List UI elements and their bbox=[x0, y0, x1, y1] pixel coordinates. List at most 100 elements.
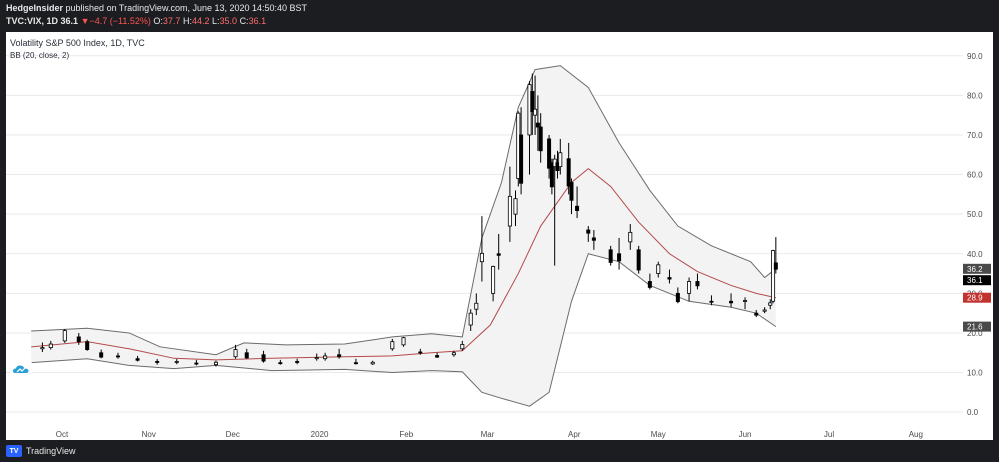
candle bbox=[608, 245, 613, 266]
candle bbox=[194, 359, 199, 366]
candle bbox=[695, 273, 700, 290]
tradingview-logo-icon: TV bbox=[6, 445, 22, 457]
time-scale-svg: Oct Nov Dec 2020 Feb Mar Apr May Jun Jul Aug bbox=[56, 430, 923, 439]
time-tick-label: Mar bbox=[481, 430, 495, 439]
candle bbox=[773, 237, 778, 274]
candle-body bbox=[85, 341, 90, 350]
candle-body bbox=[695, 281, 700, 287]
tradingview-cloud-icon bbox=[10, 360, 32, 378]
open-value: 37.7 bbox=[162, 16, 181, 26]
last-price: 36.1 bbox=[60, 16, 79, 26]
candle bbox=[390, 338, 395, 351]
bollinger-basis-line bbox=[31, 167, 776, 361]
price-tag-box bbox=[963, 321, 991, 332]
candle bbox=[709, 295, 714, 306]
time-tick-label: Jul bbox=[824, 430, 834, 439]
candle bbox=[474, 293, 479, 316]
candle bbox=[418, 348, 423, 355]
candle-body bbox=[353, 362, 358, 365]
chart-legend-title: Volatility S&P 500 Index, 1D, TVC bbox=[10, 38, 145, 48]
candle-body bbox=[314, 357, 319, 360]
candle bbox=[762, 307, 767, 314]
candle-body bbox=[233, 349, 238, 358]
price-tag-label: 36.1 bbox=[967, 276, 983, 285]
tradingview-brand[interactable]: TV TradingView bbox=[6, 444, 76, 458]
candle-body bbox=[401, 337, 406, 346]
candle bbox=[174, 359, 179, 365]
candle-body bbox=[213, 361, 218, 366]
time-tick-label: Jun bbox=[739, 430, 752, 439]
candle bbox=[547, 134, 552, 179]
candle bbox=[566, 142, 571, 195]
time-tick-label: May bbox=[651, 430, 666, 439]
price-tick-label: 20.0 bbox=[967, 329, 983, 338]
candle-body bbox=[773, 262, 778, 270]
bollinger-band-fill bbox=[31, 65, 776, 407]
candle bbox=[675, 287, 680, 304]
candle-body bbox=[586, 229, 591, 234]
candle-body bbox=[278, 362, 283, 365]
price-tag: 28.9 bbox=[963, 292, 991, 303]
price-scale[interactable]: 0.010.020.030.040.050.060.070.080.090.03… bbox=[963, 32, 993, 428]
time-tick-label: Apr bbox=[568, 430, 581, 439]
candle bbox=[768, 299, 773, 310]
candle-body bbox=[754, 312, 759, 316]
high-value: 44.2 bbox=[191, 16, 210, 26]
candle-body bbox=[474, 302, 479, 310]
price-tick-label: 70.0 bbox=[967, 131, 983, 140]
candle bbox=[451, 350, 456, 357]
candle-body bbox=[538, 126, 543, 152]
candle bbox=[491, 265, 496, 302]
candle-body bbox=[771, 250, 776, 302]
candle bbox=[48, 340, 53, 350]
chart-pane[interactable]: Volatility S&P 500 Index, 1D, TVC BB (20… bbox=[6, 32, 969, 428]
time-scale[interactable]: Oct Nov Dec 2020 Feb Mar Apr May Jun Jul Aug bbox=[6, 428, 993, 440]
candle-body bbox=[636, 249, 641, 271]
candle bbox=[370, 360, 375, 366]
candle-body bbox=[675, 292, 680, 303]
candle bbox=[743, 297, 748, 310]
price-tag: 36.2 bbox=[963, 263, 991, 274]
candle-body bbox=[261, 354, 266, 362]
candle bbox=[549, 158, 554, 195]
candle bbox=[99, 349, 104, 359]
candle-body bbox=[667, 277, 672, 280]
price-tag: 36.1 bbox=[963, 275, 991, 286]
candle bbox=[628, 224, 633, 250]
candle-body bbox=[729, 300, 734, 304]
candle-body bbox=[507, 195, 512, 227]
candle bbox=[530, 73, 535, 135]
candle-body bbox=[762, 309, 767, 312]
candle-body bbox=[62, 330, 67, 342]
candle-body bbox=[174, 361, 179, 363]
price-tag-box bbox=[963, 263, 991, 274]
candle bbox=[507, 166, 512, 242]
price-tick-label: 0.0 bbox=[967, 408, 979, 417]
candle bbox=[535, 95, 540, 151]
candle-body bbox=[451, 352, 456, 356]
candle-body bbox=[390, 341, 395, 350]
candle-body bbox=[549, 162, 554, 188]
candle bbox=[213, 360, 218, 367]
bollinger-legend[interactable]: BB (20, close, 2) bbox=[10, 51, 70, 60]
candle-body bbox=[370, 361, 375, 365]
close-value: 36.1 bbox=[248, 16, 267, 26]
time-tick-label: Oct bbox=[56, 430, 69, 439]
candle bbox=[575, 186, 580, 219]
symbol-label[interactable]: TVC:VIX, 1D bbox=[6, 16, 59, 26]
price-tag-label: 21.6 bbox=[967, 323, 983, 332]
candle-body bbox=[435, 355, 440, 358]
price-tick-label: 90.0 bbox=[967, 52, 983, 61]
publisher-name[interactable]: HedgeInsider bbox=[6, 3, 64, 13]
candle bbox=[636, 245, 641, 274]
price-tick-label: 60.0 bbox=[967, 171, 983, 180]
quote-line: TVC:VIX, 1D 36.1 ▼−4.7 (−11.52%) O:37.7 … bbox=[6, 16, 266, 28]
candle-body bbox=[558, 152, 563, 168]
candle-body bbox=[513, 198, 518, 215]
candle-body bbox=[768, 302, 773, 306]
price-tick-label: 10.0 bbox=[967, 369, 983, 378]
price-chart bbox=[6, 55, 969, 413]
candle-body bbox=[479, 252, 484, 263]
price-tick-label: 50.0 bbox=[967, 210, 983, 219]
publish-info: HedgeInsider published on TradingView.co… bbox=[6, 3, 307, 15]
